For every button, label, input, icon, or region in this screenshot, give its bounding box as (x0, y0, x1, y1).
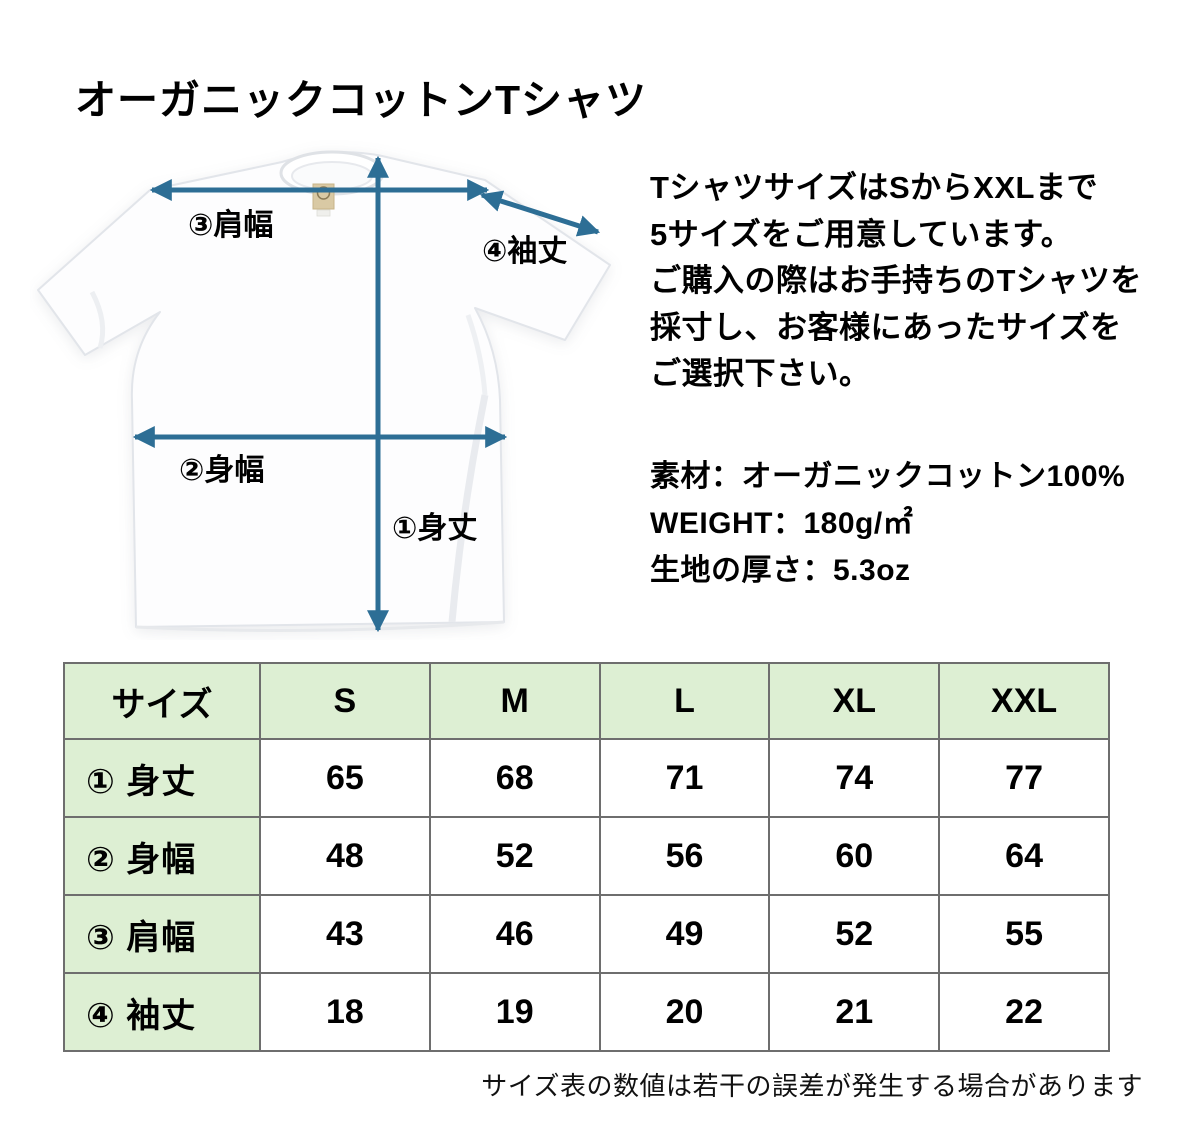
tshirt-measurement-diagram: ③肩幅 ④袖丈 ②身幅 ①身丈 (30, 140, 630, 640)
row-label: ① 身丈 (63, 738, 261, 818)
sleeve-length-arrow (479, 190, 601, 237)
description-line: ご選択下さい。 (650, 356, 871, 391)
description-line: 5サイズをご用意しています。 (650, 216, 1073, 252)
diagram-label-shoulder-width: ③肩幅 (188, 209, 274, 242)
row-label: ② 身幅 (63, 816, 261, 896)
table-row-sleeve-length: ④ 袖丈 18 19 20 21 22 (63, 972, 1110, 1052)
table-cell: 43 (259, 894, 431, 974)
diagram-label-body-width: ②身幅 (179, 454, 265, 487)
tshirt-silhouette (37, 150, 611, 633)
table-cell: 49 (598, 894, 771, 974)
table-cell: 68 (428, 738, 601, 818)
table-cell: 18 (259, 972, 431, 1052)
description-line: ご購入の際はお手持ちのTシャツを (650, 263, 1142, 298)
material-specs: 素材：オーガニックコットン100% WEIGHT：180g/㎡ 生地の厚さ：5.… (650, 453, 1165, 594)
row-label: ③ 肩幅 (63, 894, 261, 974)
description-line: TシャツサイズはSからXXLまで (650, 170, 1098, 205)
header-cell-m: M (428, 662, 601, 740)
table-cell: 52 (428, 816, 601, 896)
header-cell-size: サイズ (63, 662, 261, 740)
size-table: サイズ S M L XL XXL ① 身丈 65 68 71 74 77 ② 身… (63, 662, 1110, 1052)
table-row-shoulder-width: ③ 肩幅 43 46 49 52 55 (63, 894, 1110, 974)
table-cell: 64 (938, 816, 1110, 896)
table-cell: 71 (598, 738, 771, 818)
table-row-body-length: ① 身丈 65 68 71 74 77 (63, 738, 1110, 818)
spec-material: 素材：オーガニックコットン100% (650, 460, 1126, 493)
tshirt-photo (37, 150, 611, 633)
table-cell: 46 (428, 894, 601, 974)
footer-note: サイズ表の数値は若干の誤差が発生する場合があります (481, 1071, 1143, 1101)
table-cell: 74 (768, 738, 941, 818)
table-cell: 56 (598, 816, 771, 896)
table-cell: 22 (938, 972, 1110, 1052)
table-cell: 55 (938, 894, 1110, 974)
description-line: 採寸し、お客様にあったサイズを (650, 309, 1122, 345)
table-cell: 77 (938, 738, 1110, 818)
header-cell-l: L (598, 662, 771, 740)
table-cell: 21 (768, 972, 941, 1052)
header-cell-s: S (259, 662, 431, 740)
header-cell-xl: XL (768, 662, 941, 740)
table-row-body-width: ② 身幅 48 52 56 60 64 (63, 816, 1110, 896)
spec-thickness: 生地の厚さ：5.3oz (650, 554, 911, 587)
row-label: ④ 袖丈 (63, 972, 261, 1052)
header-cell-xxl: XXL (938, 662, 1110, 740)
diagram-label-sleeve-length: ④袖丈 (482, 235, 568, 268)
table-cell: 20 (598, 972, 771, 1052)
table-cell: 48 (259, 816, 431, 896)
measurement-arrows (132, 155, 601, 633)
page-title: オーガニックコットンTシャツ (75, 77, 648, 123)
size-description: TシャツサイズはSからXXLまで 5サイズをご用意しています。 ご購入の際はお手… (650, 165, 1165, 398)
spec-weight: WEIGHT：180g/㎡ (650, 507, 914, 540)
diagram-label-body-length: ①身丈 (392, 512, 478, 545)
table-cell: 65 (259, 738, 431, 818)
table-cell: 19 (428, 972, 601, 1052)
size-table-header-row: サイズ S M L XL XXL (63, 662, 1110, 740)
table-cell: 60 (768, 816, 941, 896)
table-cell: 52 (768, 894, 941, 974)
